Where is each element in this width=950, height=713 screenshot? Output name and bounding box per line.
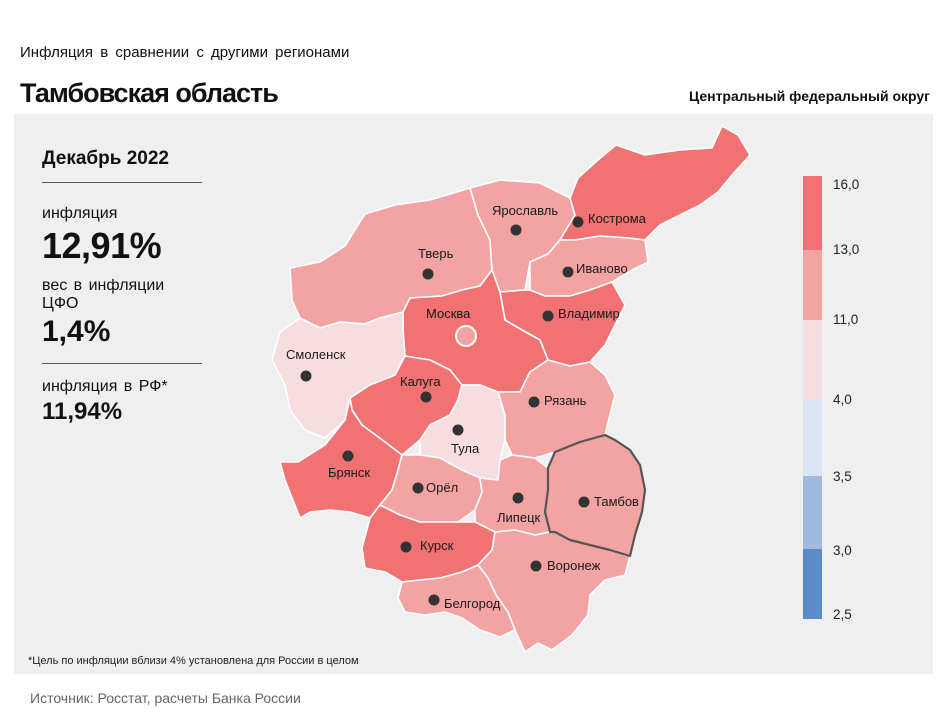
legend-swatch (803, 250, 822, 320)
inflation-label: инфляция (42, 205, 118, 222)
color-legend: 16,0 13,0 11,0 4,0 3,5 3,0 2,5 (803, 176, 859, 622)
city-marker-orel[interactable] (412, 482, 424, 494)
city-marker-kaluga[interactable] (420, 391, 432, 403)
chart-subtitle: Инфляция в сравнении с другими регионами (20, 44, 350, 61)
city-marker-vladimir[interactable] (542, 310, 554, 322)
stats-block: Декабрь 2022 инфляция 12,91% вес в инфля… (42, 148, 204, 426)
legend-tick-label: 3,5 (833, 469, 852, 484)
city-marker-tambov[interactable] (578, 496, 590, 508)
legend-tick-label: 2,5 (833, 607, 852, 622)
region-kaluga[interactable] (349, 355, 463, 456)
city-label: Смоленск (286, 347, 346, 362)
divider (42, 182, 202, 183)
period-label: Декабрь 2022 (42, 148, 169, 169)
city-label: Тамбов (594, 494, 639, 509)
weight-label: вес в инфляции ЦФО (42, 277, 165, 312)
legend-tick-label: 11,0 (833, 312, 858, 327)
city-label: Рязань (544, 393, 587, 408)
region-belgorod[interactable] (397, 564, 516, 638)
city-marker-kursk[interactable] (400, 541, 412, 553)
legend-swatch (803, 400, 822, 476)
inflation-value: 12,91% (42, 225, 162, 266)
city-label: Владимир (558, 306, 620, 321)
city-label: Ярославль (492, 203, 558, 218)
legend-swatch (803, 320, 822, 400)
city-label: Брянск (328, 465, 370, 480)
region-highlight-outline (543, 433, 647, 558)
rf-inflation-label: инфляция в РФ* (42, 378, 168, 395)
divider (42, 363, 202, 364)
city-marker-smolensk[interactable] (300, 370, 312, 382)
legend-tick-label: 13,0 (833, 242, 859, 257)
city-marker-tver[interactable] (422, 268, 434, 280)
rf-inflation-value: 11,94% (42, 398, 123, 425)
weight-value: 1,4% (42, 315, 111, 348)
city-label: Тула (451, 441, 480, 456)
legend-swatch (803, 476, 822, 549)
city-marker-ivanovo[interactable] (562, 266, 574, 278)
legend-tick-label: 3,0 (833, 543, 852, 558)
city-label: Калуга (400, 374, 441, 389)
legend-swatch (803, 176, 822, 250)
city-label: Тверь (418, 246, 454, 261)
city-label: Орёл (426, 480, 458, 495)
city-label: Курск (420, 538, 454, 553)
source-note: Источник: Росстат, расчеты Банка России (30, 690, 301, 706)
city-marker-bryansk[interactable] (342, 450, 354, 462)
page-title: Тамбовская область (20, 78, 279, 108)
legend-tick-label: 16,0 (833, 177, 859, 192)
city-label: Белгород (444, 596, 501, 611)
city-marker-kostroma[interactable] (572, 216, 584, 228)
footnote: *Цель по инфляции вблизи 4% установлена … (28, 655, 359, 667)
city-marker-lipetsk[interactable] (512, 492, 524, 504)
city-marker-ryazan[interactable] (528, 396, 540, 408)
district-label: Центральный федеральный округ (688, 88, 930, 104)
moscow-city-marker[interactable] (455, 325, 477, 347)
city-label: Кострома (588, 211, 647, 226)
city-label: Иваново (576, 261, 628, 276)
legend-tick-label: 4,0 (833, 392, 852, 407)
city-label: Москва (426, 306, 471, 321)
city-label: Воронеж (547, 558, 601, 573)
city-marker-voronezh[interactable] (530, 560, 542, 572)
city-marker-belgorod[interactable] (428, 594, 440, 606)
legend-swatch (803, 549, 822, 619)
city-label: Липецк (497, 510, 541, 525)
city-marker-yaroslavl[interactable] (510, 224, 522, 236)
city-marker-tula[interactable] (452, 424, 464, 436)
